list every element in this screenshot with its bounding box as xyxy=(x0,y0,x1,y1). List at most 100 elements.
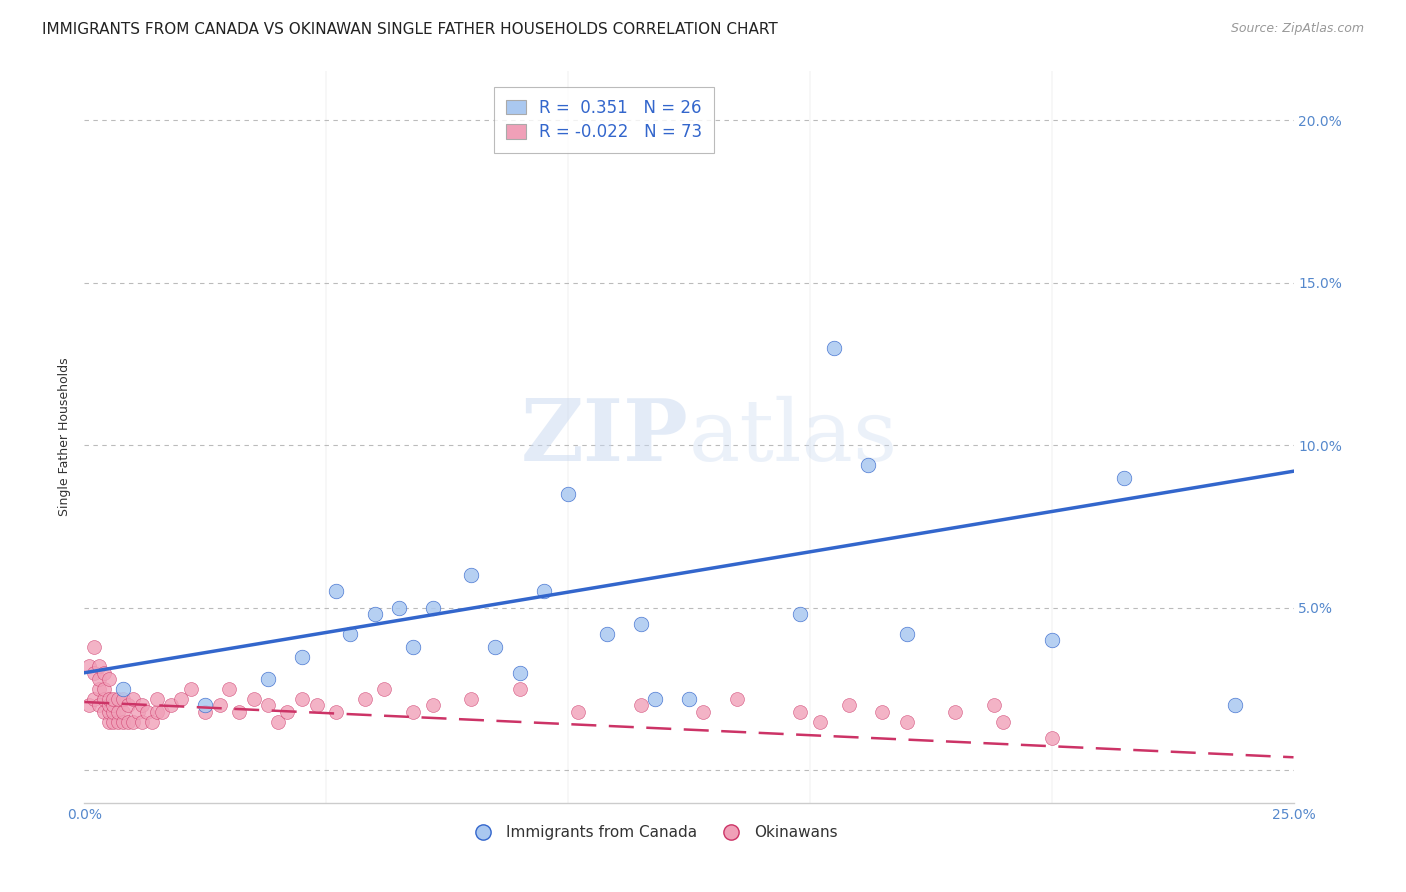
Point xyxy=(218,681,240,696)
Point xyxy=(630,617,652,632)
Point xyxy=(194,698,217,713)
Point xyxy=(789,607,811,622)
Point xyxy=(422,698,444,713)
Point xyxy=(460,568,482,582)
Point xyxy=(93,705,115,719)
Point xyxy=(160,698,183,713)
Point xyxy=(112,691,135,706)
Point xyxy=(112,714,135,729)
Point xyxy=(97,691,120,706)
Point xyxy=(228,705,250,719)
Point xyxy=(1040,633,1063,648)
Point xyxy=(87,673,110,687)
Text: atlas: atlas xyxy=(689,395,898,479)
Point xyxy=(1114,471,1136,485)
Point xyxy=(363,607,385,622)
Point xyxy=(808,714,831,729)
Point xyxy=(725,691,748,706)
Point xyxy=(872,705,894,719)
Point xyxy=(93,681,115,696)
Point xyxy=(83,640,105,654)
Point xyxy=(107,691,129,706)
Point xyxy=(1225,698,1247,713)
Point xyxy=(257,698,280,713)
Legend: Immigrants from Canada, Okinawans: Immigrants from Canada, Okinawans xyxy=(461,819,844,847)
Point xyxy=(121,714,143,729)
Point xyxy=(97,705,120,719)
Point xyxy=(87,698,110,713)
Point xyxy=(339,626,361,640)
Point xyxy=(630,698,652,713)
Point xyxy=(117,698,139,713)
Point xyxy=(83,665,105,680)
Point xyxy=(460,691,482,706)
Point xyxy=(107,705,129,719)
Point xyxy=(107,714,129,729)
Point xyxy=(509,665,531,680)
Point xyxy=(484,640,506,654)
Point xyxy=(838,698,860,713)
Point xyxy=(97,698,120,713)
Point xyxy=(146,705,169,719)
Point xyxy=(150,705,173,719)
Point xyxy=(87,659,110,673)
Point xyxy=(402,705,425,719)
Point xyxy=(93,665,115,680)
Point xyxy=(117,714,139,729)
Point xyxy=(823,341,845,355)
Point xyxy=(354,691,377,706)
Point xyxy=(983,698,1005,713)
Point xyxy=(103,698,125,713)
Point xyxy=(1040,731,1063,745)
Point xyxy=(402,640,425,654)
Point xyxy=(103,705,125,719)
Point xyxy=(146,691,169,706)
Point xyxy=(993,714,1015,729)
Point xyxy=(373,681,395,696)
Point xyxy=(856,458,879,472)
Point xyxy=(305,698,328,713)
Point xyxy=(567,705,589,719)
Point xyxy=(509,681,531,696)
Point xyxy=(112,681,135,696)
Point xyxy=(596,626,619,640)
Point xyxy=(93,691,115,706)
Point xyxy=(103,714,125,729)
Text: IMMIGRANTS FROM CANADA VS OKINAWAN SINGLE FATHER HOUSEHOLDS CORRELATION CHART: IMMIGRANTS FROM CANADA VS OKINAWAN SINGL… xyxy=(42,22,778,37)
Point xyxy=(141,714,163,729)
Point xyxy=(127,705,149,719)
Point xyxy=(131,714,153,729)
Text: Source: ZipAtlas.com: Source: ZipAtlas.com xyxy=(1230,22,1364,36)
Point xyxy=(267,714,290,729)
Point xyxy=(896,626,918,640)
Point xyxy=(325,584,347,599)
Point xyxy=(242,691,264,706)
Point xyxy=(325,705,347,719)
Point xyxy=(678,691,700,706)
Point xyxy=(103,691,125,706)
Point xyxy=(180,681,202,696)
Point xyxy=(131,698,153,713)
Text: ZIP: ZIP xyxy=(522,395,689,479)
Point xyxy=(422,600,444,615)
Point xyxy=(388,600,411,615)
Point xyxy=(644,691,666,706)
Point xyxy=(121,691,143,706)
Point xyxy=(291,649,314,664)
Point xyxy=(943,705,966,719)
Point xyxy=(789,705,811,719)
Point xyxy=(87,681,110,696)
Point xyxy=(112,705,135,719)
Point xyxy=(291,691,314,706)
Point xyxy=(557,487,579,501)
Point xyxy=(170,691,193,706)
Point xyxy=(97,673,120,687)
Point xyxy=(83,691,105,706)
Point xyxy=(194,705,217,719)
Point xyxy=(257,673,280,687)
Point xyxy=(77,659,100,673)
Point xyxy=(136,705,159,719)
Point xyxy=(692,705,714,719)
Point xyxy=(97,714,120,729)
Point xyxy=(77,698,100,713)
